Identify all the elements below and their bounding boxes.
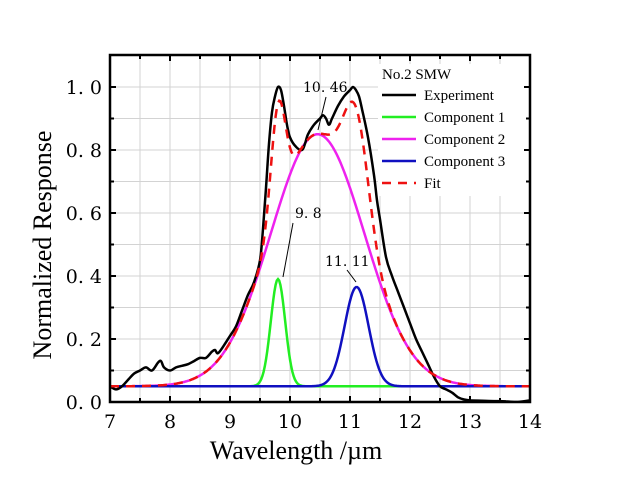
x-tick-label: 9 bbox=[224, 411, 236, 433]
annotation-leader-line bbox=[317, 96, 327, 131]
x-axis-title: Wavelength /µm bbox=[210, 436, 382, 465]
annotations: 10. 46 9. 8 11. 11 bbox=[282, 80, 370, 283]
legend: No.2 SMW Experiment Component 1 Component 2… bbox=[378, 64, 528, 196]
y-axis-title: Normalized Response bbox=[28, 131, 57, 360]
x-tick-label: 14 bbox=[518, 411, 542, 433]
annotation-label: 9. 8 bbox=[295, 206, 322, 222]
series-experiment bbox=[110, 85, 530, 402]
annotation-label: 10. 46 bbox=[303, 80, 348, 96]
legend-background bbox=[378, 64, 528, 196]
y-tick-label: 0. 8 bbox=[66, 140, 102, 162]
y-tick-label: 1. 0 bbox=[66, 77, 102, 99]
legend-title: No.2 SMW bbox=[382, 67, 452, 83]
legend-label: Fit bbox=[424, 176, 442, 192]
plot-series bbox=[110, 85, 530, 402]
y-tick-label: 0. 2 bbox=[66, 329, 102, 351]
legend-label: Component 3 bbox=[424, 154, 505, 170]
series-fit bbox=[110, 99, 530, 388]
x-tick-label: 10 bbox=[278, 411, 302, 433]
axes bbox=[108, 53, 532, 404]
x-tick-label: 13 bbox=[458, 411, 482, 433]
y-tick-label: 0. 4 bbox=[66, 266, 102, 288]
y-tick-label: 0. 6 bbox=[66, 203, 102, 225]
annotation-leader-line bbox=[346, 269, 357, 283]
x-tick-label: 7 bbox=[104, 411, 116, 433]
legend-label: Experiment bbox=[424, 88, 495, 104]
x-tick-label: 12 bbox=[398, 411, 422, 433]
series-component-3 bbox=[110, 285, 530, 388]
x-tick-label: 8 bbox=[164, 411, 176, 433]
tick-labels: 7 8 9 10 11 12 13 14 0. 0 0. 2 0. 4 0. 6 0. 8 1. 0 bbox=[66, 77, 542, 433]
x-tick-label: 11 bbox=[338, 411, 362, 433]
annotation-leader-line bbox=[282, 222, 294, 278]
legend-label: Component 1 bbox=[424, 110, 505, 126]
legend-label: Component 2 bbox=[424, 132, 505, 148]
y-tick-label: 0. 0 bbox=[66, 392, 102, 414]
annotation-label: 11. 11 bbox=[325, 254, 370, 270]
